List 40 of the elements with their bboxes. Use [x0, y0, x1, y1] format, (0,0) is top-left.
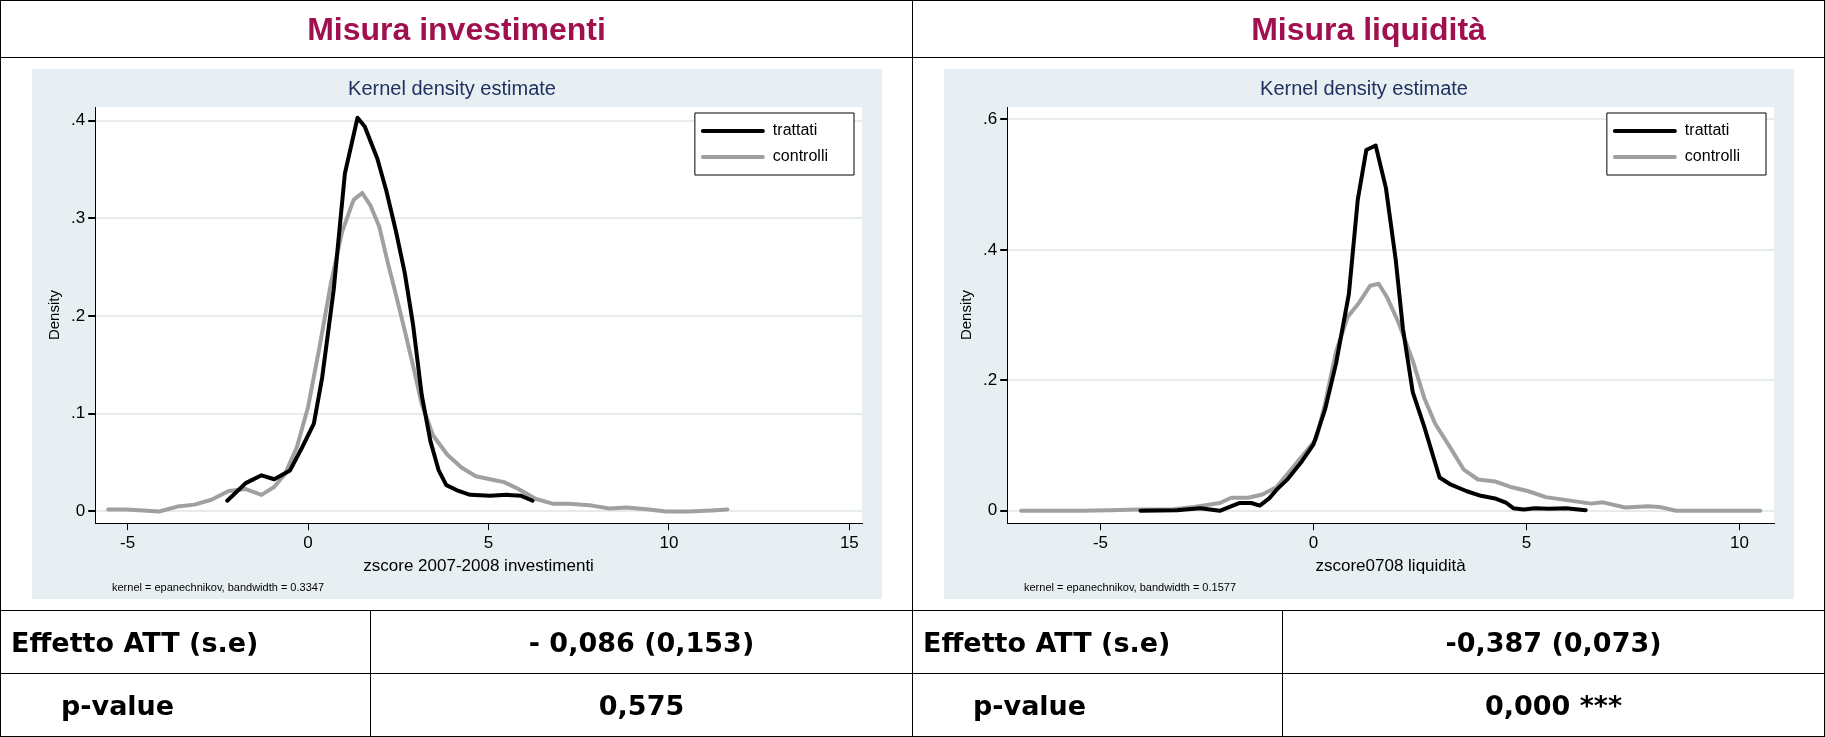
y-tick-label: .4 — [70, 110, 85, 130]
legend-label: trattati — [772, 121, 817, 139]
text: 0,575 — [597, 688, 686, 723]
y-tick-label: .2 — [982, 370, 997, 390]
text: 0,000 *** — [1483, 688, 1624, 723]
text: - 0,086 (0,153) — [527, 625, 756, 660]
chart-subtitle: Kernel density estimate — [347, 76, 556, 99]
y-tick-label: .2 — [70, 305, 85, 325]
x-tick-label: 10 — [658, 533, 678, 553]
text: Effetto ATT (s.e) — [1, 611, 371, 673]
x-tick-label: 5 — [483, 533, 493, 553]
x-tick-label: 0 — [1308, 533, 1318, 553]
x-tick-label: -5 — [119, 533, 135, 553]
text: kernel = epanechnikov, bandwidth = 0.3347 — [111, 580, 324, 593]
legend-label: controlli — [1684, 147, 1740, 165]
chart-title: Misura investimenti — [1, 1, 912, 58]
chart-subtitle: Kernel density estimate — [1259, 76, 1468, 99]
x-tick-label: 15 — [839, 533, 859, 553]
y-tick-label: .1 — [70, 403, 85, 423]
x-axis-title: zscore 2007-2008 investimenti — [362, 556, 594, 576]
y-axis-title: Density — [44, 289, 62, 341]
text: -0,387 (0,073) — [1444, 625, 1663, 660]
x-tick-label: -5 — [1092, 533, 1108, 553]
y-tick-label: .4 — [982, 239, 997, 259]
x-tick-label: 0 — [302, 533, 313, 553]
y-tick-label: 0 — [987, 500, 997, 520]
x-tick-label: 10 — [1729, 533, 1749, 553]
legend-label: trattati — [1684, 121, 1729, 139]
text: kernel = epanechnikov, bandwidth = 0.1577 — [1023, 580, 1236, 593]
text: p-value — [913, 674, 1283, 736]
legend-label: controlli — [772, 147, 828, 165]
chart-title: Misura liquidità — [913, 1, 1824, 58]
x-tick-label: 5 — [1521, 533, 1531, 553]
y-axis-title: Density — [956, 289, 974, 341]
y-tick-label: 0 — [75, 501, 85, 521]
y-tick-label: .6 — [982, 109, 997, 129]
x-axis-title: zscore0708 liquidità — [1314, 556, 1466, 576]
y-tick-label: .3 — [70, 208, 85, 228]
text: Effetto ATT (s.e) — [913, 611, 1283, 673]
text: p-value — [1, 674, 371, 736]
